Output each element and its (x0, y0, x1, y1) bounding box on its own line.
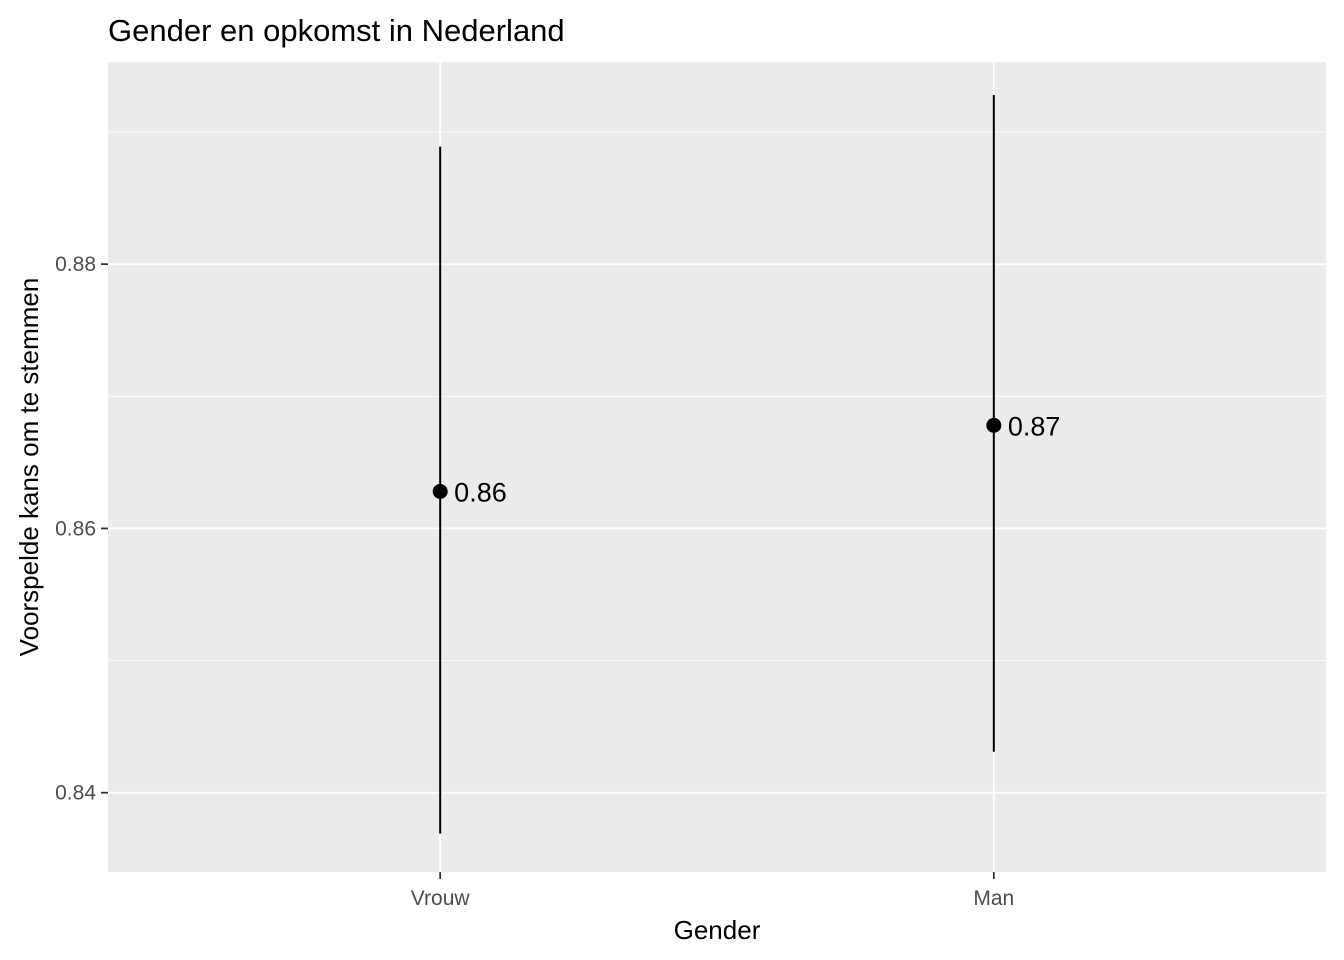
data-marks: 0.86 0.87 (432, 95, 1061, 834)
data-label: 0.86 (454, 477, 507, 507)
y-axis: 0.84 0.86 0.88 (55, 253, 108, 805)
data-point (432, 483, 448, 499)
data-label: 0.87 (1008, 411, 1061, 441)
y-tick-label: 0.86 (55, 517, 96, 540)
x-tick-label: Vrouw (411, 887, 471, 910)
y-tick-label: 0.88 (55, 253, 96, 276)
x-axis-title: Gender (674, 915, 761, 945)
chart-title: Gender en opkomst in Nederland (108, 13, 565, 48)
y-tick-label: 0.84 (55, 782, 96, 805)
plot-panel (108, 62, 1326, 872)
y-axis-title: Voorspelde kans om te stemmen (14, 278, 44, 657)
x-axis: Vrouw Man (411, 872, 1014, 910)
data-point (986, 417, 1002, 433)
x-tick-label: Man (973, 887, 1014, 910)
